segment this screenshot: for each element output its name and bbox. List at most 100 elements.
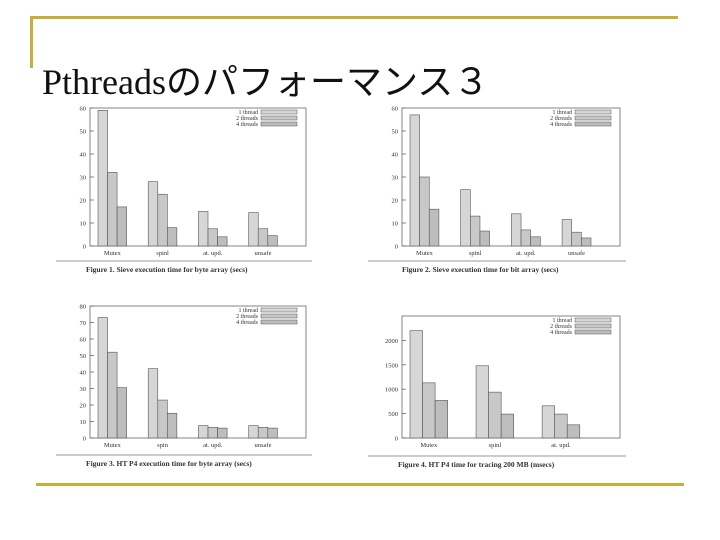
bar	[561, 219, 573, 247]
y-tick-label: 50	[80, 353, 87, 360]
legend-label: 2 threads	[550, 324, 572, 330]
bar	[107, 351, 118, 439]
accent-rule-top	[30, 16, 678, 19]
y-tick-label: 50	[80, 129, 87, 136]
y-tick-label: 1500	[385, 362, 398, 369]
bar	[488, 391, 502, 439]
legend-swatch	[574, 323, 612, 329]
y-tick-label: 50	[392, 129, 399, 136]
bar	[409, 330, 423, 439]
y-tick-label: 10	[80, 221, 87, 228]
bar	[428, 208, 440, 247]
bar	[530, 236, 541, 247]
y-tick-label: 40	[80, 152, 87, 159]
legend-label: 4 threads	[550, 330, 572, 336]
legend-swatch	[574, 121, 612, 127]
legend-label: 1 thread	[553, 110, 573, 116]
bar	[167, 227, 178, 247]
legend-label: 2 threads	[236, 314, 258, 320]
y-tick-label: 0	[83, 244, 86, 251]
chart-figure-2: 0 10 20 30 40 50 60 Mutex spinl at. upd. unsafe 1 t…	[368, 106, 626, 274]
bar	[198, 211, 209, 247]
y-tick-label: 30	[80, 386, 87, 393]
legend-swatch	[260, 109, 298, 115]
legend-swatch	[260, 307, 298, 313]
y-tick-label: 20	[80, 403, 87, 410]
bar	[267, 427, 278, 439]
bar	[116, 206, 127, 247]
bar	[511, 213, 522, 247]
legend-swatch	[260, 121, 298, 127]
bar	[257, 426, 269, 439]
y-tick-label: 2000	[385, 338, 398, 345]
y-tick-label: 0	[395, 244, 398, 251]
figure-4: 0 500 1000 1500 2000 Mutex spinl at. upd. 1 thre…	[368, 312, 630, 472]
bar	[541, 405, 555, 439]
y-tick-label: 0	[395, 436, 398, 443]
bar	[257, 228, 269, 247]
bar	[470, 215, 481, 247]
bar	[248, 425, 259, 439]
bar	[207, 228, 218, 247]
bar	[157, 399, 168, 439]
y-tick-label: 30	[80, 175, 87, 182]
bar	[500, 413, 515, 439]
x-tick-label: Mutex	[104, 250, 122, 257]
y-tick-label: 20	[392, 198, 399, 205]
y-tick-label: 60	[392, 106, 399, 113]
legend-swatch	[574, 317, 612, 323]
figure-caption: Figure 2. Sieve execution time for bit a…	[402, 265, 559, 274]
legend-swatch	[574, 329, 612, 335]
legend-swatch	[260, 319, 298, 325]
legend-label: 4 threads	[550, 122, 572, 128]
legend-swatch	[260, 115, 298, 121]
y-tick-label: 1000	[385, 387, 398, 394]
legend-swatch	[260, 313, 298, 319]
x-tick-label: spinl	[469, 250, 482, 257]
legend-label: 1 thread	[239, 308, 259, 314]
accent-rule-bottom	[36, 483, 684, 486]
x-tick-label: unsafe	[568, 250, 585, 257]
x-tick-label: at. upd.	[203, 442, 223, 449]
bar	[248, 212, 259, 247]
figure-caption: Figure 1. Sieve execution time for byte …	[86, 265, 248, 274]
x-tick-label: Mutex	[420, 442, 438, 449]
y-tick-label: 70	[80, 320, 87, 327]
bar	[267, 235, 278, 247]
y-tick-label: 500	[388, 411, 398, 418]
chart-figure-4: 0 500 1000 1500 2000 Mutex spinl at. upd. 1 thre…	[368, 315, 626, 469]
bar	[167, 412, 178, 439]
x-tick-label: spin	[157, 442, 169, 449]
bar	[217, 427, 228, 439]
figure-1: 0 10 20 30 40 50 60 Mutex spinl at. upd. unsafe 1 t…	[56, 102, 316, 278]
bar	[520, 229, 531, 247]
y-tick-label: 10	[392, 221, 399, 228]
y-tick-label: 10	[80, 419, 87, 426]
x-tick-label: Mutex	[416, 250, 434, 257]
bar	[422, 382, 436, 439]
figure-caption: Figure 3. HT P4 execution time for byte …	[86, 459, 252, 468]
slide-title: Pthreadsのパフォーマンス３	[42, 62, 490, 102]
bar	[107, 172, 118, 247]
bar	[97, 110, 108, 247]
y-tick-label: 20	[80, 198, 87, 205]
legend-label: 2 threads	[236, 116, 258, 122]
x-tick-label: unsafe	[255, 250, 272, 257]
bar	[475, 365, 489, 439]
bar	[460, 189, 471, 247]
bar	[479, 230, 490, 247]
x-tick-label: at. upd.	[203, 250, 223, 257]
legend-label: 2 threads	[550, 116, 572, 122]
x-tick-label: unsafe	[255, 442, 272, 449]
legend-swatch	[574, 115, 612, 121]
legend-label: 1 thread	[553, 318, 573, 324]
bar	[409, 114, 420, 247]
bar	[207, 426, 218, 439]
y-tick-label: 0	[83, 436, 86, 443]
bar	[217, 236, 228, 247]
bar	[571, 231, 582, 247]
bar	[97, 317, 108, 439]
y-tick-label: 60	[80, 337, 87, 344]
y-tick-label: 40	[80, 370, 87, 377]
x-tick-label: spinl	[156, 250, 169, 257]
